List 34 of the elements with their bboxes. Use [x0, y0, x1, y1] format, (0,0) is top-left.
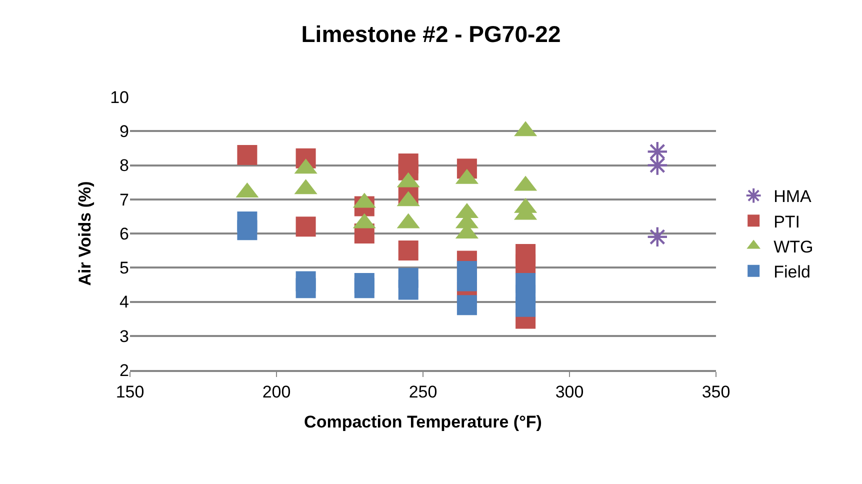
point: [516, 254, 536, 274]
point: [456, 271, 477, 292]
legend-label: Field: [774, 262, 810, 282]
point: [237, 145, 258, 166]
legend-label: PTI: [774, 212, 800, 232]
y-tick-label: 9: [120, 122, 129, 142]
point: [398, 280, 418, 300]
x-tick-label: 150: [116, 382, 144, 402]
point: [237, 220, 258, 240]
point: [296, 278, 316, 298]
x-tick-label: 250: [408, 382, 438, 402]
legend-label: HMA: [774, 187, 812, 206]
y-tick-label: 7: [120, 190, 129, 210]
point: [646, 226, 668, 248]
x-tick-label: 300: [555, 382, 584, 402]
point: [456, 295, 477, 316]
y-tick-label: 5: [120, 258, 129, 278]
y-axis-title: Air Voids (%): [76, 181, 95, 286]
point: [354, 278, 374, 298]
y-tick-label: 10: [110, 88, 129, 107]
y-tick-label: 8: [120, 156, 129, 176]
point: [296, 216, 316, 237]
legend-label: WTG: [774, 237, 814, 256]
y-tick-label: 4: [120, 292, 129, 312]
y-tick-label: 3: [120, 326, 129, 346]
x-tick-label: 200: [262, 382, 291, 402]
y-tick-label: 6: [120, 224, 129, 244]
chart-title: Limestone #2 - PG70-22: [301, 20, 561, 47]
point: [646, 154, 668, 176]
x-tick-label: 350: [702, 382, 730, 402]
point: [398, 240, 418, 261]
x-axis-title: Compaction Temperature (°F): [304, 412, 542, 432]
point: [516, 296, 536, 317]
y-tick-label: 2: [120, 360, 129, 380]
